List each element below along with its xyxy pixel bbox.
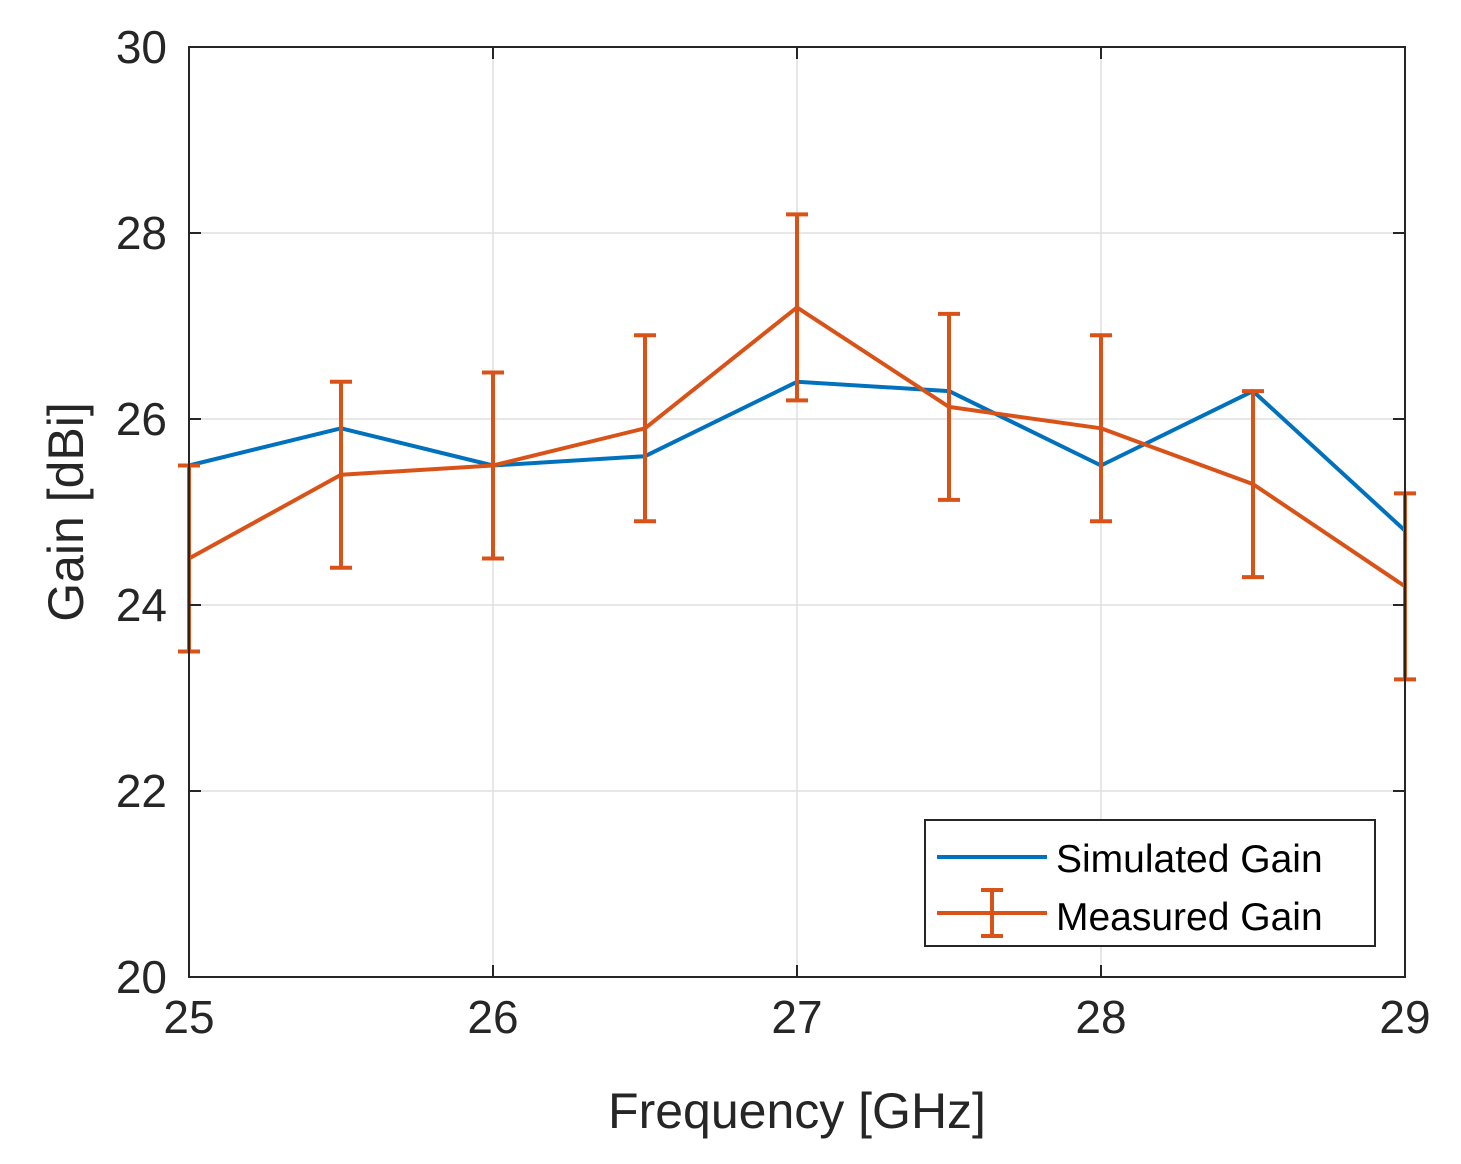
legend-swatch-measured (937, 888, 1047, 938)
legend-label-simulated: Simulated Gain (1056, 838, 1323, 881)
y-axis-label: Gain [dBi] (38, 402, 94, 622)
x-tick-label: 26 (467, 991, 518, 1043)
x-tick-label: 29 (1379, 991, 1430, 1043)
series-line-measured (188, 305, 1407, 589)
legend-label-measured: Measured Gain (1056, 896, 1323, 939)
x-axis-label: Frequency [GHz] (608, 1083, 986, 1139)
legend-box (924, 819, 1376, 947)
y-tick-label: 22 (116, 765, 167, 817)
legend: Simulated Gain Measured Gain (924, 819, 1376, 947)
x-tick-label: 25 (163, 991, 214, 1043)
y-tick-label: 20 (116, 951, 167, 1003)
x-tick-label: 27 (771, 991, 822, 1043)
y-tick-label: 24 (116, 579, 167, 631)
y-tick-label: 26 (116, 393, 167, 445)
x-tick-label: 28 (1075, 991, 1126, 1043)
y-tick-label: 30 (116, 21, 167, 73)
series-group (178, 212, 1416, 682)
y-tick-label: 28 (116, 207, 167, 259)
axis-ticks: 25 26 27 28 29 20 22 24 26 28 30 (116, 21, 1431, 1043)
